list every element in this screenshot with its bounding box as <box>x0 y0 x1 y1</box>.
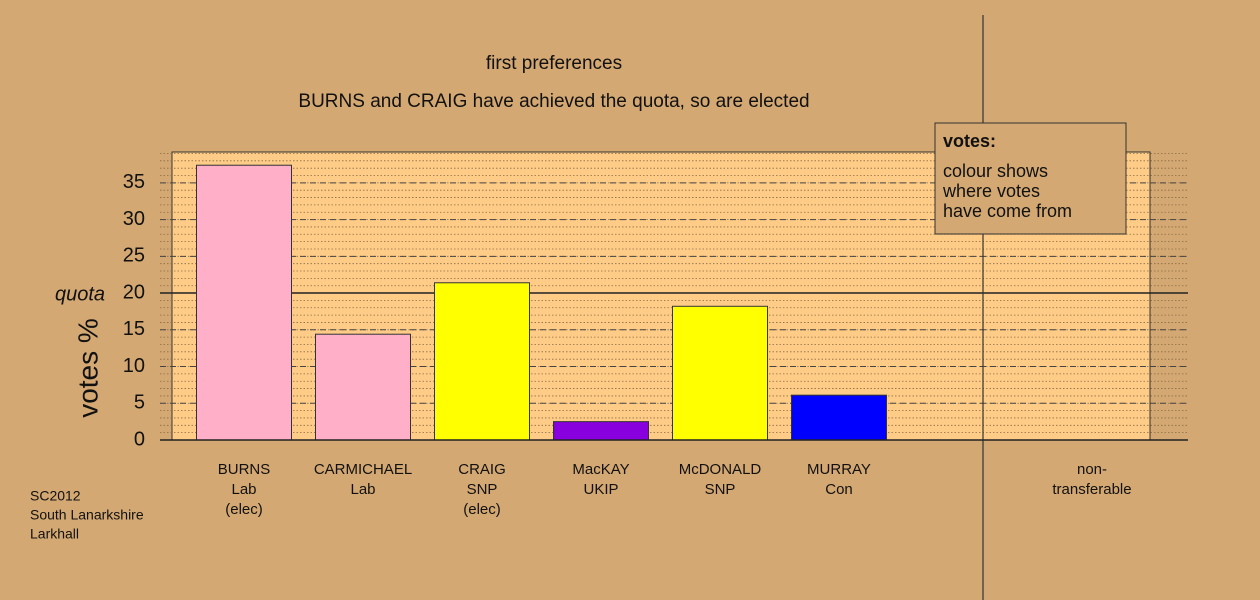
legend-box <box>934 122 1127 235</box>
bar <box>672 305 768 441</box>
y-tick-label: 15 <box>123 318 145 340</box>
x-tick-label: CRAIG <box>458 461 506 478</box>
x-tick-label: UKIP <box>583 481 618 498</box>
chart-subtitle: BURNS and CRAIG have achieved the quota,… <box>298 91 809 112</box>
quota-label: quota <box>55 283 105 305</box>
y-tick-label: 25 <box>123 245 145 267</box>
y-tick-label: 10 <box>123 355 145 377</box>
x-tick-label: Lab <box>350 481 375 498</box>
x-tick-label: MacKAY <box>572 461 629 478</box>
bar <box>315 333 411 441</box>
legend-text: where votes <box>942 181 1040 201</box>
x-tick-label: (elec) <box>225 501 263 518</box>
x-tick-label: Con <box>825 481 853 498</box>
x-tick-label: non- <box>1077 461 1107 478</box>
bar <box>434 282 530 441</box>
x-tick-label: BURNS <box>218 461 271 478</box>
y-tick-label: 0 <box>134 428 145 450</box>
x-tick-label: SNP <box>467 481 498 498</box>
x-tick-label: transferable <box>1052 481 1131 498</box>
bar <box>196 164 292 441</box>
x-tick-label: (elec) <box>463 501 501 518</box>
x-tick-label: CARMICHAEL <box>314 461 412 478</box>
y-tick-label: 20 <box>123 281 145 303</box>
legend-text: colour shows <box>943 161 1048 181</box>
y-axis-label: votes % <box>72 318 103 418</box>
bar <box>553 421 649 441</box>
legend-title: votes: <box>943 131 996 151</box>
x-tick-label: Lab <box>231 481 256 498</box>
x-tick-label: SNP <box>705 481 736 498</box>
chart-title: first preferences <box>486 53 622 74</box>
footnote: Larkhall <box>30 526 79 542</box>
bar <box>791 394 887 441</box>
x-tick-label: MURRAY <box>807 461 871 478</box>
x-tick-label: McDONALD <box>679 461 762 478</box>
y-tick-label: 30 <box>123 208 145 230</box>
y-tick-label: 35 <box>123 171 145 193</box>
footnote: South Lanarkshire <box>30 507 144 523</box>
y-tick-label: 5 <box>134 392 145 414</box>
legend-text: have come from <box>943 201 1072 221</box>
footnote: SC2012 <box>30 488 81 504</box>
